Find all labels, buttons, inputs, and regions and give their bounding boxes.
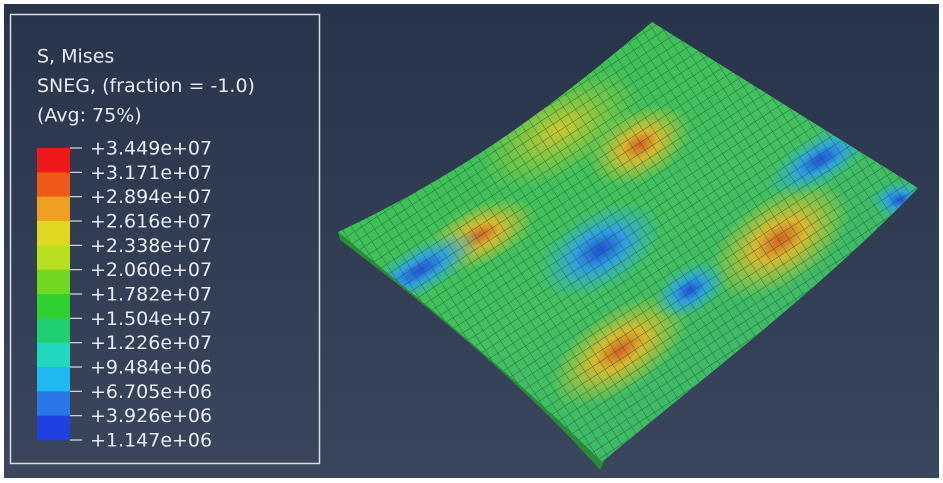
- tick-label: +1.226e+07: [90, 332, 212, 354]
- color-band: [37, 343, 70, 368]
- color-band: [37, 197, 70, 222]
- color-band: [37, 367, 70, 392]
- color-band: [37, 391, 70, 416]
- tick-label: +9.484e+06: [90, 357, 212, 379]
- tick-label: +2.338e+07: [90, 235, 212, 257]
- color-band: [37, 245, 70, 270]
- tick-label: +1.147e+06: [90, 430, 212, 452]
- tick-label: +3.926e+06: [90, 405, 212, 427]
- screenshot: S, Mises SNEG, (fraction = -1.0) (Avg: 75%…: [0, 0, 943, 483]
- tick-label: +1.782e+07: [90, 284, 212, 306]
- color-band: [37, 416, 70, 441]
- tick-label: +3.171e+07: [90, 162, 212, 184]
- tick-label: +6.705e+06: [90, 381, 212, 403]
- legend-title-line: S, Mises: [37, 46, 114, 68]
- color-band: [37, 318, 70, 343]
- color-band: [37, 294, 70, 319]
- tick-label: +2.616e+07: [90, 211, 212, 233]
- legend-title-line: SNEG, (fraction = -1.0): [37, 75, 255, 97]
- color-band: [37, 270, 70, 295]
- color-band: [37, 148, 70, 173]
- tick-label: +3.449e+07: [90, 138, 212, 160]
- color-band: [37, 172, 70, 197]
- color-band: [37, 221, 70, 246]
- tick-label: +2.060e+07: [90, 259, 212, 281]
- legend-title-line: (Avg: 75%): [37, 105, 142, 127]
- tick-label: +1.504e+07: [90, 308, 212, 330]
- tick-label: +2.894e+07: [90, 186, 212, 208]
